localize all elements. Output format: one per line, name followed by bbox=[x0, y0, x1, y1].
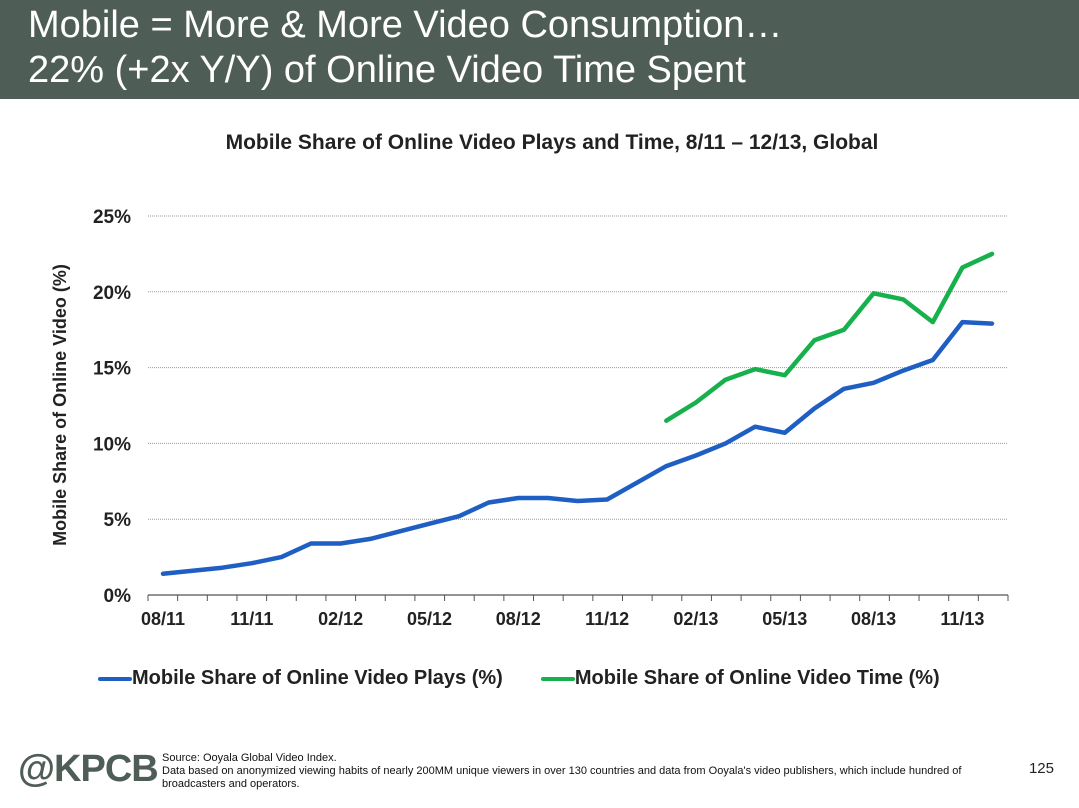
x-tick-label: 08/13 bbox=[851, 609, 896, 629]
chart-title: Mobile Share of Online Video Plays and T… bbox=[225, 131, 879, 154]
y-tick-label: 15% bbox=[93, 359, 131, 380]
source-line-2: Data based on anonymized viewing habits … bbox=[162, 765, 962, 790]
x-tick-label: 08/12 bbox=[496, 609, 541, 629]
slide-header: Mobile = More & More Video Consumption… … bbox=[0, 0, 1079, 99]
x-tick-label: 05/13 bbox=[762, 609, 807, 629]
x-tick-label: 11/12 bbox=[585, 609, 629, 629]
legend-label-plays: Mobile Share of Online Video Plays (%) bbox=[132, 667, 503, 689]
x-tick-label: 02/12 bbox=[318, 609, 363, 629]
x-tick-label: 08/11 bbox=[141, 609, 185, 629]
kpcb-logo: @KPCB bbox=[18, 748, 159, 790]
chart-legend: Mobile Share of Online Video Plays (%) M… bbox=[98, 667, 940, 690]
x-tick-label: 05/12 bbox=[407, 609, 452, 629]
source-note: Source: Ooyala Global Video Index. Data … bbox=[162, 752, 1002, 791]
legend-label-time: Mobile Share of Online Video Time (%) bbox=[574, 667, 940, 689]
series-line-plays bbox=[160, 319, 995, 577]
x-tick-label: 11/11 bbox=[230, 609, 273, 629]
y-tick-label: 20% bbox=[93, 283, 131, 304]
source-line-1: Source: Ooyala Global Video Index. bbox=[162, 752, 337, 764]
y-tick-label: 25% bbox=[93, 207, 131, 228]
series-line-time bbox=[664, 251, 995, 423]
x-tick-label: 11/13 bbox=[940, 609, 984, 629]
x-tick-label: 02/13 bbox=[673, 609, 718, 629]
page-number: 125 bbox=[1028, 760, 1054, 777]
slide-title-line-2: 22% (+2x Y/Y) of Online Video Time Spent bbox=[28, 49, 746, 91]
legend-item-time: Mobile Share of Online Video Time (%) bbox=[540, 667, 940, 690]
legend-swatch-plays bbox=[98, 676, 132, 681]
legend-item-plays: Mobile Share of Online Video Plays (%) bbox=[98, 667, 503, 690]
legend-swatch-time bbox=[540, 676, 575, 681]
slide-title-line-1: Mobile = More & More Video Consumption… bbox=[28, 4, 783, 46]
y-axis-label: Mobile Share of Online Video (%) bbox=[50, 264, 70, 546]
y-tick-label: 0% bbox=[104, 586, 132, 607]
y-tick-label: 5% bbox=[104, 510, 132, 531]
y-tick-label: 10% bbox=[93, 434, 131, 455]
